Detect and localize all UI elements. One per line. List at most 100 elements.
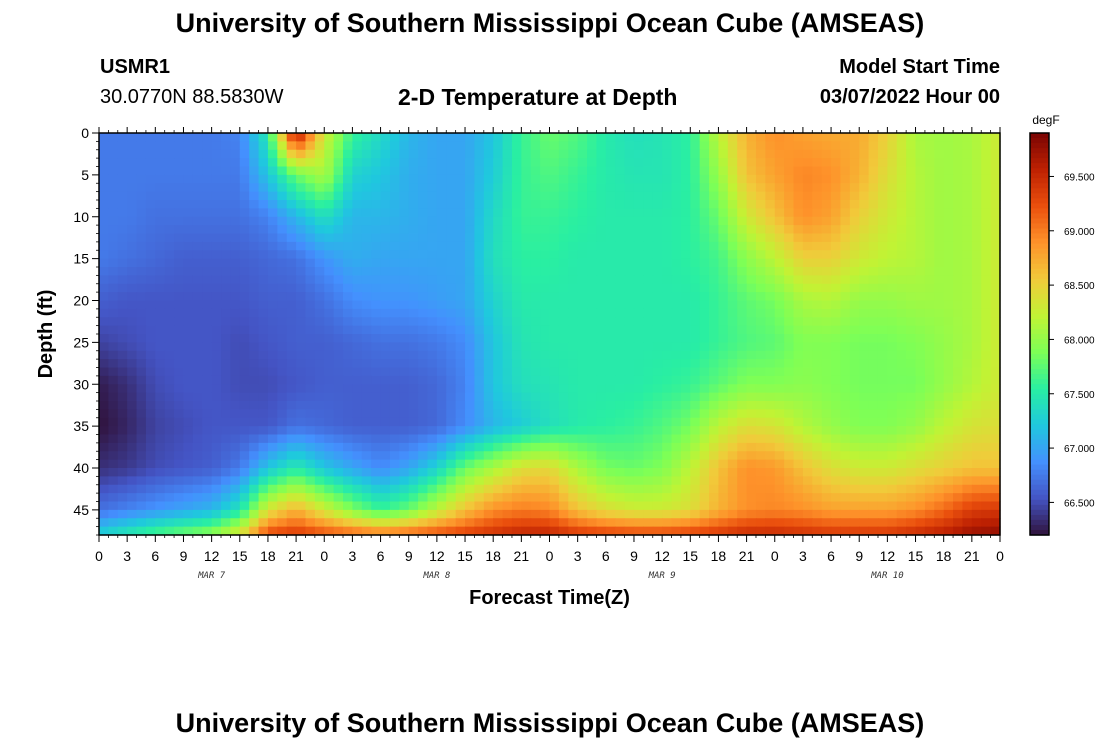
heatmap-cell bbox=[286, 241, 297, 251]
heatmap-cell bbox=[859, 258, 870, 268]
heatmap-cell bbox=[924, 526, 935, 536]
heatmap-cell bbox=[155, 392, 166, 402]
heatmap-cell bbox=[136, 317, 147, 327]
heatmap-cell bbox=[511, 392, 522, 402]
heatmap-cell bbox=[399, 216, 410, 226]
heatmap-cell bbox=[296, 384, 307, 394]
heatmap-cell bbox=[305, 518, 316, 528]
heatmap-cell bbox=[99, 401, 109, 410]
heatmap-cell bbox=[258, 292, 269, 302]
heatmap-cell bbox=[549, 191, 560, 201]
heatmap-cell bbox=[962, 409, 973, 419]
heatmap-cell bbox=[192, 317, 203, 327]
heatmap-cell bbox=[971, 191, 982, 201]
heatmap-cell bbox=[577, 166, 588, 176]
heatmap-cell bbox=[662, 451, 673, 461]
heatmap-cell bbox=[643, 308, 654, 318]
heatmap-cell bbox=[784, 375, 795, 385]
heatmap-cell bbox=[924, 158, 935, 168]
heatmap-cell bbox=[877, 468, 888, 477]
heatmap-cell bbox=[953, 292, 964, 302]
heatmap-cell bbox=[99, 325, 109, 335]
heatmap-cell bbox=[258, 367, 269, 377]
heatmap-cell bbox=[962, 426, 973, 436]
heatmap-cell bbox=[605, 442, 616, 452]
heatmap-cell bbox=[577, 401, 588, 410]
heatmap-cell bbox=[981, 216, 992, 226]
heatmap-cell bbox=[305, 225, 316, 235]
heatmap-cell bbox=[831, 334, 842, 343]
heatmap-cell bbox=[296, 493, 307, 503]
heatmap-cell bbox=[192, 250, 203, 260]
heatmap-cell bbox=[361, 267, 372, 276]
heatmap-cell bbox=[615, 275, 626, 285]
heatmap-cell bbox=[615, 476, 626, 486]
heatmap-cell bbox=[558, 367, 569, 377]
heatmap-cell bbox=[718, 149, 729, 159]
heatmap-cell bbox=[211, 216, 222, 226]
heatmap-cell bbox=[718, 200, 729, 209]
heatmap-cell bbox=[465, 350, 476, 360]
heatmap-cell bbox=[465, 375, 476, 385]
heatmap-cell bbox=[361, 325, 372, 335]
heatmap-cell bbox=[305, 409, 316, 419]
heatmap-cell bbox=[812, 325, 823, 335]
heatmap-cell bbox=[831, 509, 842, 519]
heatmap-cell bbox=[117, 258, 128, 268]
heatmap-cell bbox=[474, 367, 485, 377]
heatmap-cell bbox=[249, 342, 260, 352]
heatmap-cell bbox=[511, 442, 522, 452]
heatmap-cell bbox=[831, 166, 842, 176]
heatmap-cell bbox=[849, 308, 860, 318]
heatmap-cell bbox=[249, 275, 260, 285]
heatmap-cell bbox=[361, 375, 372, 385]
heatmap-cell bbox=[183, 484, 194, 494]
heatmap-cell bbox=[793, 308, 804, 318]
heatmap-cell bbox=[108, 317, 119, 327]
heatmap-cell bbox=[465, 283, 476, 293]
heatmap-cell bbox=[849, 233, 860, 243]
heatmap-cell bbox=[277, 200, 288, 209]
heatmap-cell bbox=[436, 325, 447, 335]
heatmap-cell bbox=[192, 426, 203, 436]
heatmap-cell bbox=[192, 308, 203, 318]
heatmap-cell bbox=[615, 367, 626, 377]
heatmap-cell bbox=[418, 208, 429, 218]
heatmap-cell bbox=[633, 476, 644, 486]
heatmap-cell bbox=[221, 367, 231, 377]
heatmap-cell bbox=[868, 200, 879, 209]
heatmap-cell bbox=[849, 434, 860, 444]
colorbar-segment bbox=[1030, 228, 1049, 235]
heatmap-cell bbox=[906, 317, 917, 327]
heatmap-cell bbox=[239, 191, 250, 201]
heatmap-cell bbox=[802, 417, 813, 427]
heatmap-cell bbox=[934, 200, 945, 209]
heatmap-cell bbox=[183, 409, 194, 419]
heatmap-cell bbox=[784, 509, 795, 519]
heatmap-cell bbox=[540, 133, 551, 142]
heatmap-cell bbox=[737, 208, 748, 218]
heatmap-cell bbox=[690, 216, 701, 226]
heatmap-cell bbox=[286, 250, 297, 260]
heatmap-cell bbox=[840, 442, 851, 452]
heatmap-cell bbox=[793, 518, 804, 528]
heatmap-cell bbox=[155, 367, 166, 377]
heatmap-cell bbox=[371, 325, 382, 335]
heatmap-cell bbox=[821, 459, 832, 469]
heatmap-cell bbox=[493, 342, 504, 352]
heatmap-cell bbox=[746, 526, 757, 536]
heatmap-cell bbox=[859, 442, 870, 452]
heatmap-cell bbox=[202, 501, 213, 511]
heatmap-cell bbox=[399, 375, 410, 385]
heatmap-cell bbox=[511, 417, 522, 427]
heatmap-cell bbox=[474, 250, 485, 260]
heatmap-cell bbox=[258, 141, 269, 151]
heatmap-cell bbox=[145, 468, 156, 477]
heatmap-cell bbox=[568, 367, 579, 377]
heatmap-cell bbox=[136, 384, 147, 394]
heatmap-cell bbox=[361, 241, 372, 251]
heatmap-cell bbox=[436, 141, 447, 151]
heatmap-cell bbox=[690, 200, 701, 209]
heatmap-cell bbox=[230, 392, 241, 402]
heatmap-cell bbox=[174, 509, 185, 519]
